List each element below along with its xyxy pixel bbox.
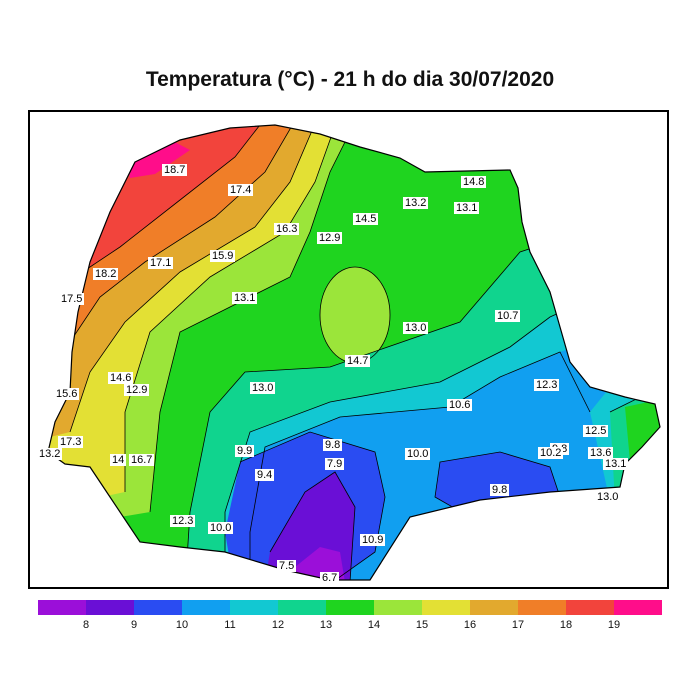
colorbar-segment <box>38 600 87 615</box>
station-value-label: 14.8 <box>461 176 487 188</box>
station-value-label: 14.5 <box>353 213 379 225</box>
station-value-label: 13.0 <box>403 322 429 334</box>
temperature-field <box>48 125 660 580</box>
station-value-label: 10.0 <box>208 522 234 534</box>
station-value-label: 6.7 <box>320 572 340 584</box>
station-value-label: 13.2 <box>37 448 63 460</box>
colorbar-segment <box>614 600 662 615</box>
station-value-label: 16.7 <box>129 454 155 466</box>
colorbar-tick-label: 8 <box>82 619 90 631</box>
colorbar-tick-label: 13 <box>319 619 333 631</box>
station-value-label: 9.8 <box>323 439 343 451</box>
station-value-label: 15.9 <box>210 250 236 262</box>
station-value-label: 14.6 <box>108 372 134 384</box>
station-value-label: 18.2 <box>93 268 119 280</box>
station-value-label: 15.6 <box>54 388 80 400</box>
station-value-label: 7.9 <box>325 458 345 470</box>
station-value-label: 12.9 <box>317 232 343 244</box>
colorbar-segment <box>566 600 615 615</box>
colorbar-tick-label: 19 <box>607 619 621 631</box>
colorbar-tick-label: 16 <box>463 619 477 631</box>
colorbar-tick-label: 17 <box>511 619 525 631</box>
colorbar-segment <box>374 600 423 615</box>
colorbar-tick-label: 12 <box>271 619 285 631</box>
colorbar-tick-label: 11 <box>224 619 236 631</box>
colorbar-ticks: 8 9 10 11 12 13 14 15 16 17 18 19 <box>38 619 662 635</box>
colorbar <box>38 600 662 615</box>
colorbar-tick-label: 15 <box>415 619 429 631</box>
colorbar-segment <box>470 600 519 615</box>
station-value-label: 13.1 <box>232 292 258 304</box>
station-value-label: 14 <box>110 454 127 466</box>
station-value-label: 17.3 <box>58 436 84 448</box>
station-value-label: 12.3 <box>170 515 196 527</box>
colorbar-segment <box>86 600 135 615</box>
temperature-map <box>47 124 661 581</box>
colorbar-segment <box>278 600 327 615</box>
station-value-label: 10.9 <box>360 534 386 546</box>
colorbar-segment <box>518 600 567 615</box>
colorbar-segment <box>422 600 471 615</box>
colorbar-tick-label: 18 <box>559 619 573 631</box>
station-value-label: 7.5 <box>277 560 297 572</box>
colorbar-tick-label: 14 <box>367 619 381 631</box>
station-value-label: 12.9 <box>124 384 150 396</box>
station-value-label: 12.3 <box>534 379 560 391</box>
station-value-label: 9.8 <box>490 484 510 496</box>
station-value-label: 17.4 <box>228 184 254 196</box>
colorbar-segment <box>182 600 231 615</box>
station-value-label: 10.0 <box>405 448 431 460</box>
station-value-label: 9.4 <box>255 469 275 481</box>
station-value-label: 18.7 <box>162 164 188 176</box>
station-value-label: 13.1 <box>603 458 629 470</box>
station-value-label: 16.3 <box>274 223 300 235</box>
state-border <box>47 124 661 581</box>
colorbar-tick-label: 10 <box>175 619 189 631</box>
station-value-label: 10.2 <box>538 447 564 459</box>
colorbar-tick-label: 9 <box>130 619 138 631</box>
station-value-label: 13.0 <box>595 491 621 503</box>
colorbar-segment <box>134 600 183 615</box>
station-value-label: 17.1 <box>148 257 174 269</box>
station-value-label: 10.7 <box>495 310 521 322</box>
station-value-label: 13.1 <box>454 202 480 214</box>
map-frame: 18.7 17.4 16.3 12.9 14.5 13.2 14.8 13.1 18.2 17.1… <box>28 110 669 589</box>
colorbar-segment <box>230 600 279 615</box>
station-value-label: 13.6 <box>588 447 614 459</box>
station-value-label: 13.2 <box>403 197 429 209</box>
station-value-label: 9.9 <box>235 445 255 457</box>
station-value-label: 12.5 <box>583 425 609 437</box>
map-title: Temperatura (°C) - 21 h do dia 30/07/202… <box>145 68 555 91</box>
station-value-label: 14.7 <box>345 355 371 367</box>
station-value-label: 10.6 <box>447 399 473 411</box>
colorbar-segment <box>326 600 375 615</box>
station-value-label: 13.0 <box>250 382 276 394</box>
station-value-label: 17.5 <box>59 293 85 305</box>
